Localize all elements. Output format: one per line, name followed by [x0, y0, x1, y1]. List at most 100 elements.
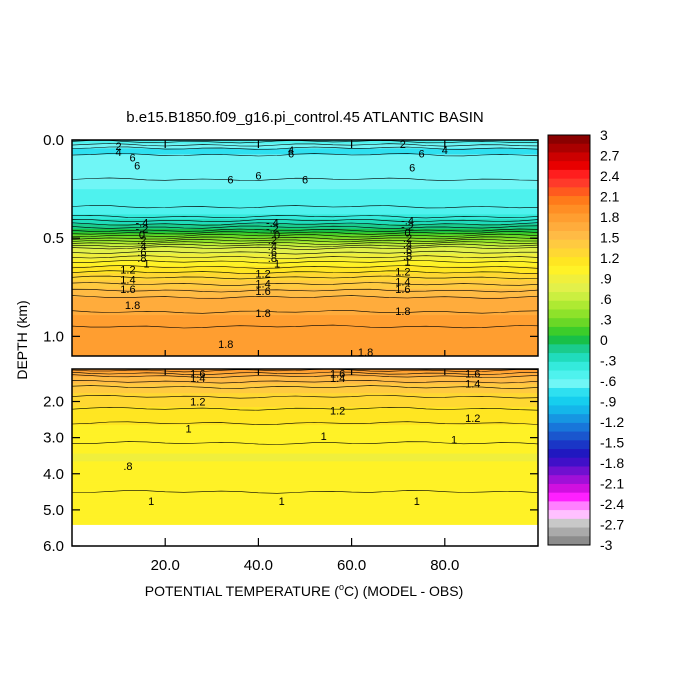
colorbar-label: -1.2 [600, 414, 624, 430]
fill-band [72, 347, 538, 350]
contour-line [72, 265, 538, 269]
fill-band [72, 433, 538, 436]
fill-band [72, 353, 538, 356]
fill-band [72, 452, 538, 455]
fill-band [72, 334, 538, 337]
fill-band [72, 195, 538, 197]
contour-label: 1.8 [358, 347, 373, 359]
fill-band [72, 329, 538, 332]
fill-band [72, 156, 538, 159]
contour-line [72, 385, 538, 389]
colorbar-swatch [548, 152, 590, 162]
fill-band [72, 488, 538, 490]
fill-band [72, 481, 538, 483]
fill-band [72, 416, 538, 418]
colorbar-swatch [548, 387, 590, 398]
fill-band [72, 258, 538, 261]
fill-band [72, 451, 538, 454]
fill-band [72, 504, 538, 506]
fill-band [72, 476, 538, 479]
fill-band [72, 250, 538, 253]
fill-band [72, 393, 538, 395]
fill-band [72, 152, 538, 154]
contour-label: 1 [414, 496, 420, 508]
contour-label: 1.8 [255, 308, 270, 320]
contour-label: 1 [451, 434, 457, 446]
fill-band [72, 293, 538, 296]
fill-band [72, 332, 538, 334]
fill-band [72, 254, 538, 256]
contour-line [72, 275, 538, 280]
fill-band [72, 298, 538, 301]
fill-band [72, 404, 538, 406]
fill-band [72, 423, 538, 425]
fill-band [72, 457, 538, 459]
fill-band [72, 510, 538, 512]
fill-band [72, 216, 538, 219]
contour-label: 1.4 [190, 373, 205, 385]
fill-band [72, 158, 538, 160]
fill-band [72, 489, 538, 492]
fill-band [72, 317, 538, 320]
fill-band [72, 291, 538, 293]
fill-band [72, 474, 538, 476]
fill-band [72, 371, 538, 374]
colorbar-label: -2.1 [600, 476, 624, 492]
contour-line [72, 374, 538, 378]
fill-band [72, 388, 538, 391]
fill-band [72, 424, 538, 426]
colorbar-swatch [548, 379, 590, 389]
colorbar-swatch [548, 274, 590, 284]
fill-band [72, 501, 538, 504]
colorbar-swatch [548, 213, 590, 223]
fill-band [72, 228, 538, 231]
fill-band [72, 176, 538, 178]
fill-band [72, 294, 538, 297]
contour-label: -.4 [135, 217, 148, 229]
fill-band [72, 279, 538, 281]
contour-label: 1.6 [465, 368, 480, 380]
fill-band [72, 281, 538, 284]
fill-band [72, 419, 538, 421]
fill-band [72, 172, 538, 175]
fill-band [72, 345, 538, 347]
fill-band [72, 476, 538, 478]
contour-label: 4 [442, 145, 448, 157]
fill-band [72, 272, 538, 274]
fill-band [72, 174, 538, 177]
fill-band [72, 166, 538, 169]
fill-band [72, 243, 538, 245]
fill-band [72, 503, 538, 506]
fill-band [72, 473, 538, 475]
contour-label: 6 [302, 174, 308, 186]
colorbar-swatch [548, 318, 590, 328]
x-tick-label: 20.0 [151, 557, 180, 574]
colorbar-swatch [548, 248, 590, 258]
fill-band [72, 486, 538, 488]
fill-band [72, 373, 538, 375]
fill-band [72, 178, 538, 181]
colorbar-swatch [548, 536, 590, 546]
contour-label: 1.8 [395, 306, 410, 318]
colorbar-swatch [548, 475, 590, 485]
fill-band [72, 509, 538, 512]
colorbar [547, 134, 591, 546]
contour-label: 1 [143, 259, 149, 271]
fill-band [72, 390, 538, 393]
contour-label: -.4 [401, 216, 414, 228]
colorbar-swatch [548, 169, 590, 180]
fill-band [72, 400, 538, 402]
fill-band [72, 192, 538, 195]
fill-band [72, 188, 538, 190]
contour-label: -.2 [401, 221, 414, 233]
colorbar-swatch [548, 457, 590, 467]
fill-band [72, 430, 538, 432]
contour-label: 0 [139, 229, 145, 241]
fill-band [72, 222, 538, 225]
fill-band [72, 379, 538, 381]
contour-line [72, 270, 538, 274]
fill-band [72, 165, 538, 167]
fill-band [72, 435, 538, 437]
